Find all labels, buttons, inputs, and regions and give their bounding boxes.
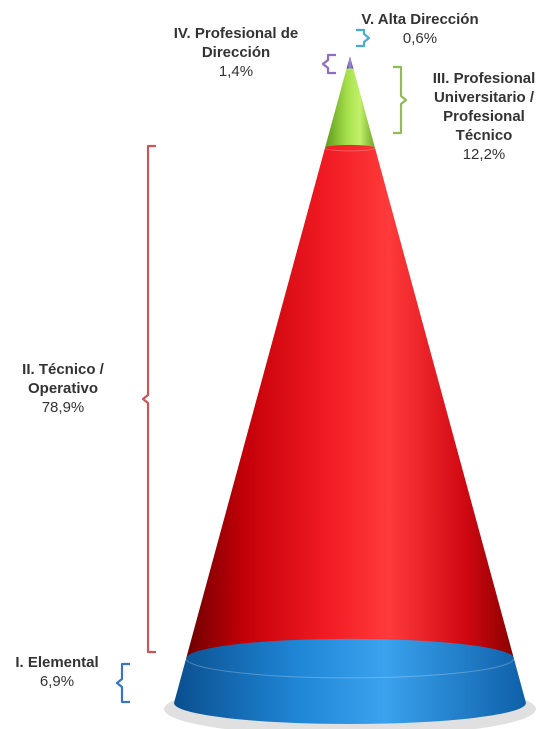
cone-segment-5 (174, 638, 526, 724)
label-profesional-universitario: III. Profesional Universitario / Profesi… (424, 69, 542, 164)
bracket-profesional-direccion (321, 53, 336, 75)
segment-name: III. Profesional Universitario / Profesi… (432, 70, 536, 144)
segment-rim (324, 147, 376, 152)
label-profesional-direccion: IV. Profesional de Dirección 1,4% (151, 24, 321, 81)
segment-name: IV. Profesional de Dirección (173, 25, 299, 61)
bracket-profesional-universitario (393, 65, 408, 135)
segment-rim (185, 658, 515, 679)
segment-value: 12,2% (462, 146, 506, 163)
label-tecnico-operativo: II. Técnico / Operativo 78,9% (3, 360, 123, 417)
bracket-elemental (115, 662, 130, 704)
cone-segment-1 (348, 56, 352, 61)
segment-value: 1,4% (218, 63, 254, 80)
segment-name: II. Técnico / Operativo (22, 361, 104, 397)
label-elemental: I. Elemental 6,9% (2, 653, 112, 691)
segment-value: 6,9% (39, 673, 75, 690)
segment-value: 78,9% (41, 399, 85, 416)
bracket-tecnico-operativo (141, 144, 156, 654)
cone-segment-2 (346, 59, 354, 70)
cone-segment-4 (186, 144, 514, 678)
cone-segment-3 (325, 68, 375, 151)
segment-name: V. Alta Dirección (361, 11, 479, 28)
segment-name: I. Elemental (15, 654, 99, 671)
bracket-alta-direccion (356, 28, 371, 48)
segment-value: 0,6% (402, 30, 438, 47)
label-alta-direccion: V. Alta Dirección 0,6% (345, 10, 495, 48)
